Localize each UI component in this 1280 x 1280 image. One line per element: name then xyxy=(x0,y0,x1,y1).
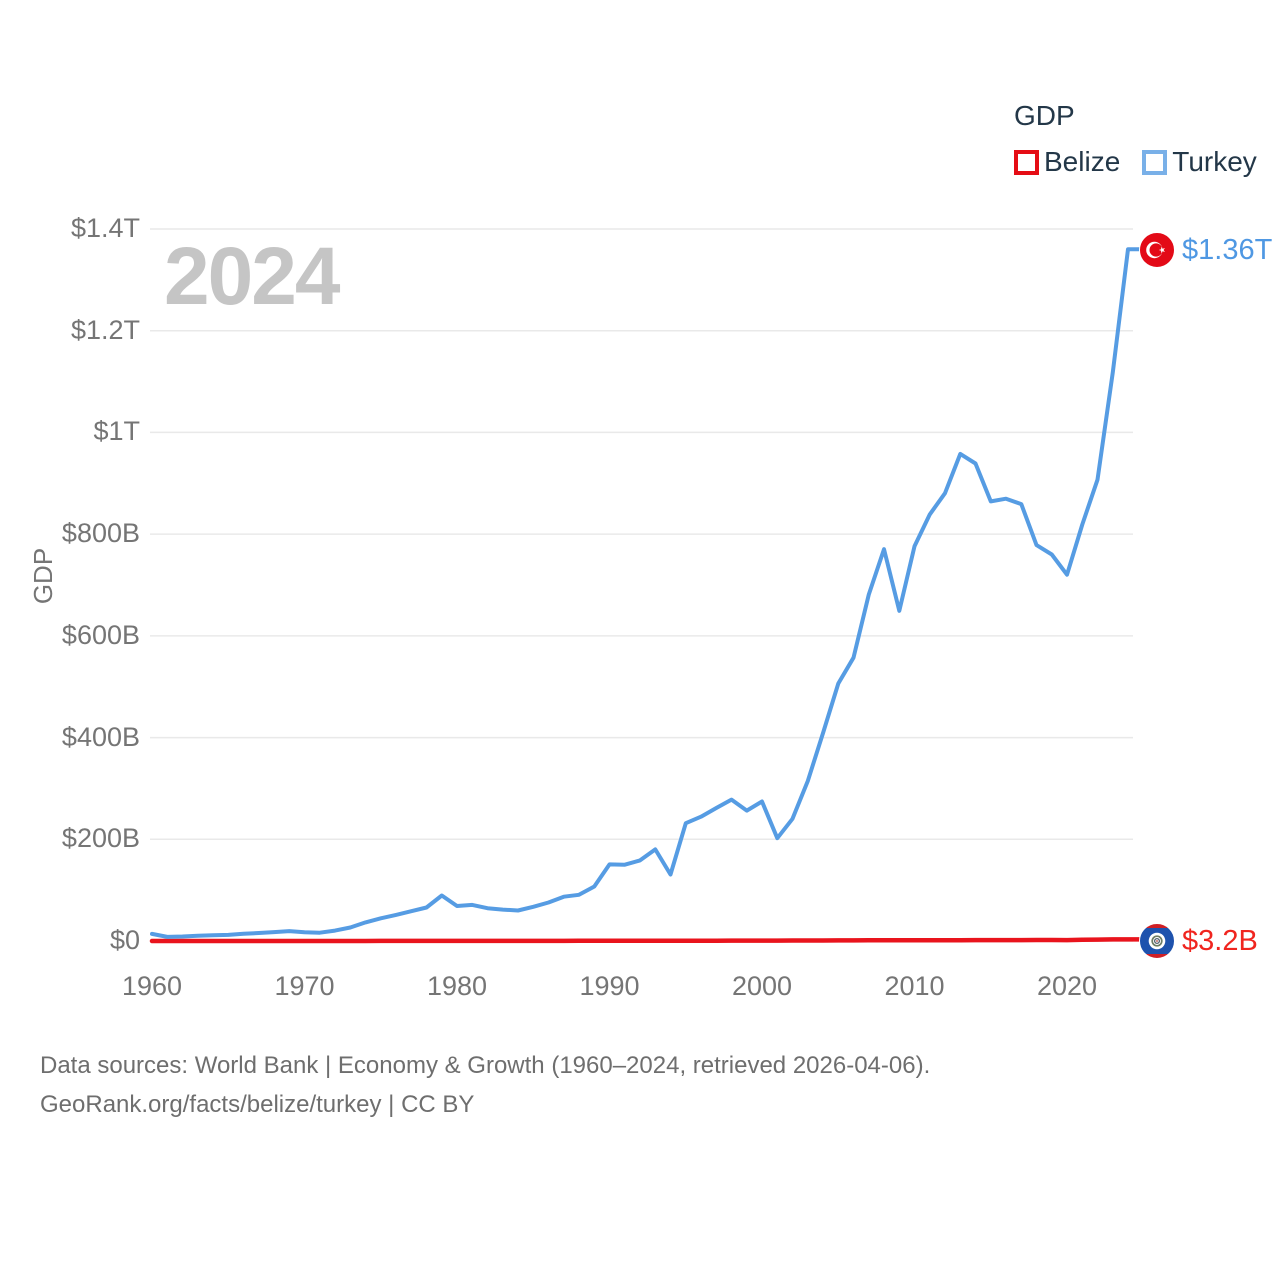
legend: GDP Belize Turkey xyxy=(1014,100,1257,178)
x-tick-label: 1980 xyxy=(426,971,488,1001)
x-tick-label: 2010 xyxy=(884,971,945,1001)
turkey-flag-icon xyxy=(1139,232,1175,268)
y-tick-label: $400B xyxy=(61,721,140,752)
series-line-turkey xyxy=(150,247,1143,939)
legend-item-belize[interactable]: Belize xyxy=(1014,146,1120,178)
footer-sources-line: Data sources: World Bank | Economy & Gro… xyxy=(40,1052,931,1079)
y-tick-label: $1T xyxy=(93,416,140,447)
belize-end-label: $3.2B xyxy=(1139,923,1258,959)
watermark-year: 2024 xyxy=(164,231,340,322)
series-line-belize xyxy=(149,937,1144,944)
y-tick-label: $0 xyxy=(109,925,140,955)
y-tick-label: $1.4T xyxy=(70,213,140,243)
y-tick-label: $600B xyxy=(61,619,140,650)
x-tick-label: 2000 xyxy=(731,971,793,1001)
turkey-end-label: $1.36T xyxy=(1139,232,1272,268)
footer-attribution-line: GeoRank.org/facts/belize/turkey | CC BY xyxy=(40,1091,475,1118)
footer: Data sources: World Bank | Economy & Gro… xyxy=(40,1046,930,1124)
x-tick-label: 1990 xyxy=(579,971,640,1001)
legend-item-label: Belize xyxy=(1044,146,1121,177)
x-tick-label: 2020 xyxy=(1036,971,1098,1001)
legend-items: Belize Turkey xyxy=(1014,146,1257,178)
legend-title: GDP xyxy=(1014,100,1075,131)
y-tick-label: $800B xyxy=(61,518,140,549)
legend-item-turkey[interactable]: Turkey xyxy=(1142,146,1257,178)
turkey-swatch-icon xyxy=(1142,149,1168,175)
y-tick-label: $1.2T xyxy=(70,314,140,345)
belize-end-value: $3.2B xyxy=(1182,924,1258,957)
x-tick-label: 1960 xyxy=(121,971,183,1001)
belize-swatch-icon xyxy=(1014,149,1039,175)
x-tick-label: 1970 xyxy=(274,971,335,1001)
belize-flag-icon xyxy=(1139,923,1175,959)
turkey-end-value: $1.36T xyxy=(1182,233,1273,266)
legend-item-label: Turkey xyxy=(1172,146,1257,177)
y-tick-label: $200B xyxy=(61,823,140,854)
